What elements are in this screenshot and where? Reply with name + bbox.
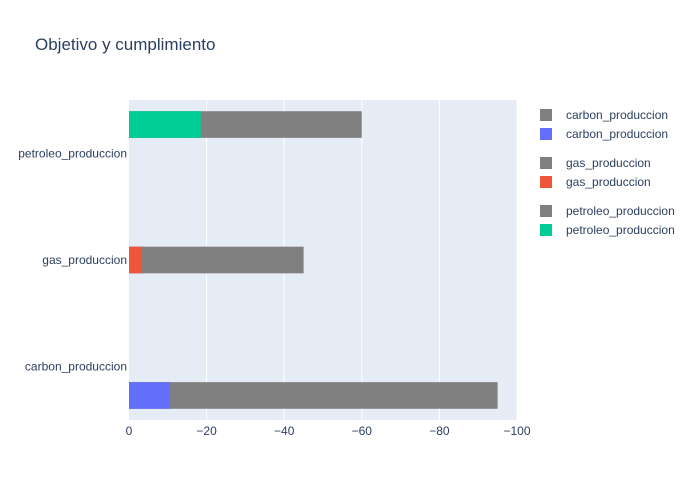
bar-gas_produccion-objetivo: [129, 246, 304, 274]
bar-gas_produccion-cumplimiento: [129, 246, 142, 274]
y-tick-label: gas_produccion: [42, 253, 127, 267]
legend-item-label[interactable]: petroleo_produccion: [566, 204, 675, 218]
bar-petroleo_produccion-cumplimiento: [129, 111, 201, 138]
x-tick-label: −80: [429, 424, 450, 438]
x-tick-label: −40: [274, 424, 295, 438]
legend-swatch[interactable]: [540, 157, 552, 169]
legend-swatch[interactable]: [540, 205, 552, 217]
legend-item-label[interactable]: gas_produccion: [566, 156, 651, 170]
legend-item-label[interactable]: carbon_produccion: [566, 127, 668, 141]
legend-item-label[interactable]: petroleo_produccion: [566, 223, 675, 237]
bars: [129, 111, 498, 409]
y-axis-ticks: carbon_produccion gas_produccion petroleo_…: [18, 146, 127, 373]
bar-carbon_produccion-cumplimiento: [129, 382, 170, 409]
legend-swatch[interactable]: [540, 128, 552, 140]
x-tick-label: −100: [503, 424, 530, 438]
legend-item-label[interactable]: gas_produccion: [566, 175, 651, 189]
y-tick-label: carbon_produccion: [25, 360, 127, 374]
chart-title: Objetivo y cumplimiento: [35, 35, 215, 54]
legend-swatch[interactable]: [540, 109, 552, 121]
x-tick-label: −20: [196, 424, 217, 438]
legend: carbon_produccion carbon_produccion gas_pr…: [540, 108, 675, 237]
x-tick-label: 0: [126, 424, 133, 438]
bar-carbon_produccion-objetivo: [129, 382, 498, 409]
legend-swatch[interactable]: [540, 224, 552, 236]
legend-item-label[interactable]: carbon_produccion: [566, 108, 668, 122]
x-tick-label: −60: [352, 424, 373, 438]
y-tick-label: petroleo_produccion: [18, 146, 127, 160]
legend-swatch[interactable]: [540, 176, 552, 188]
x-axis-ticks: 0 −20 −40 −60 −80 −100: [126, 424, 531, 438]
